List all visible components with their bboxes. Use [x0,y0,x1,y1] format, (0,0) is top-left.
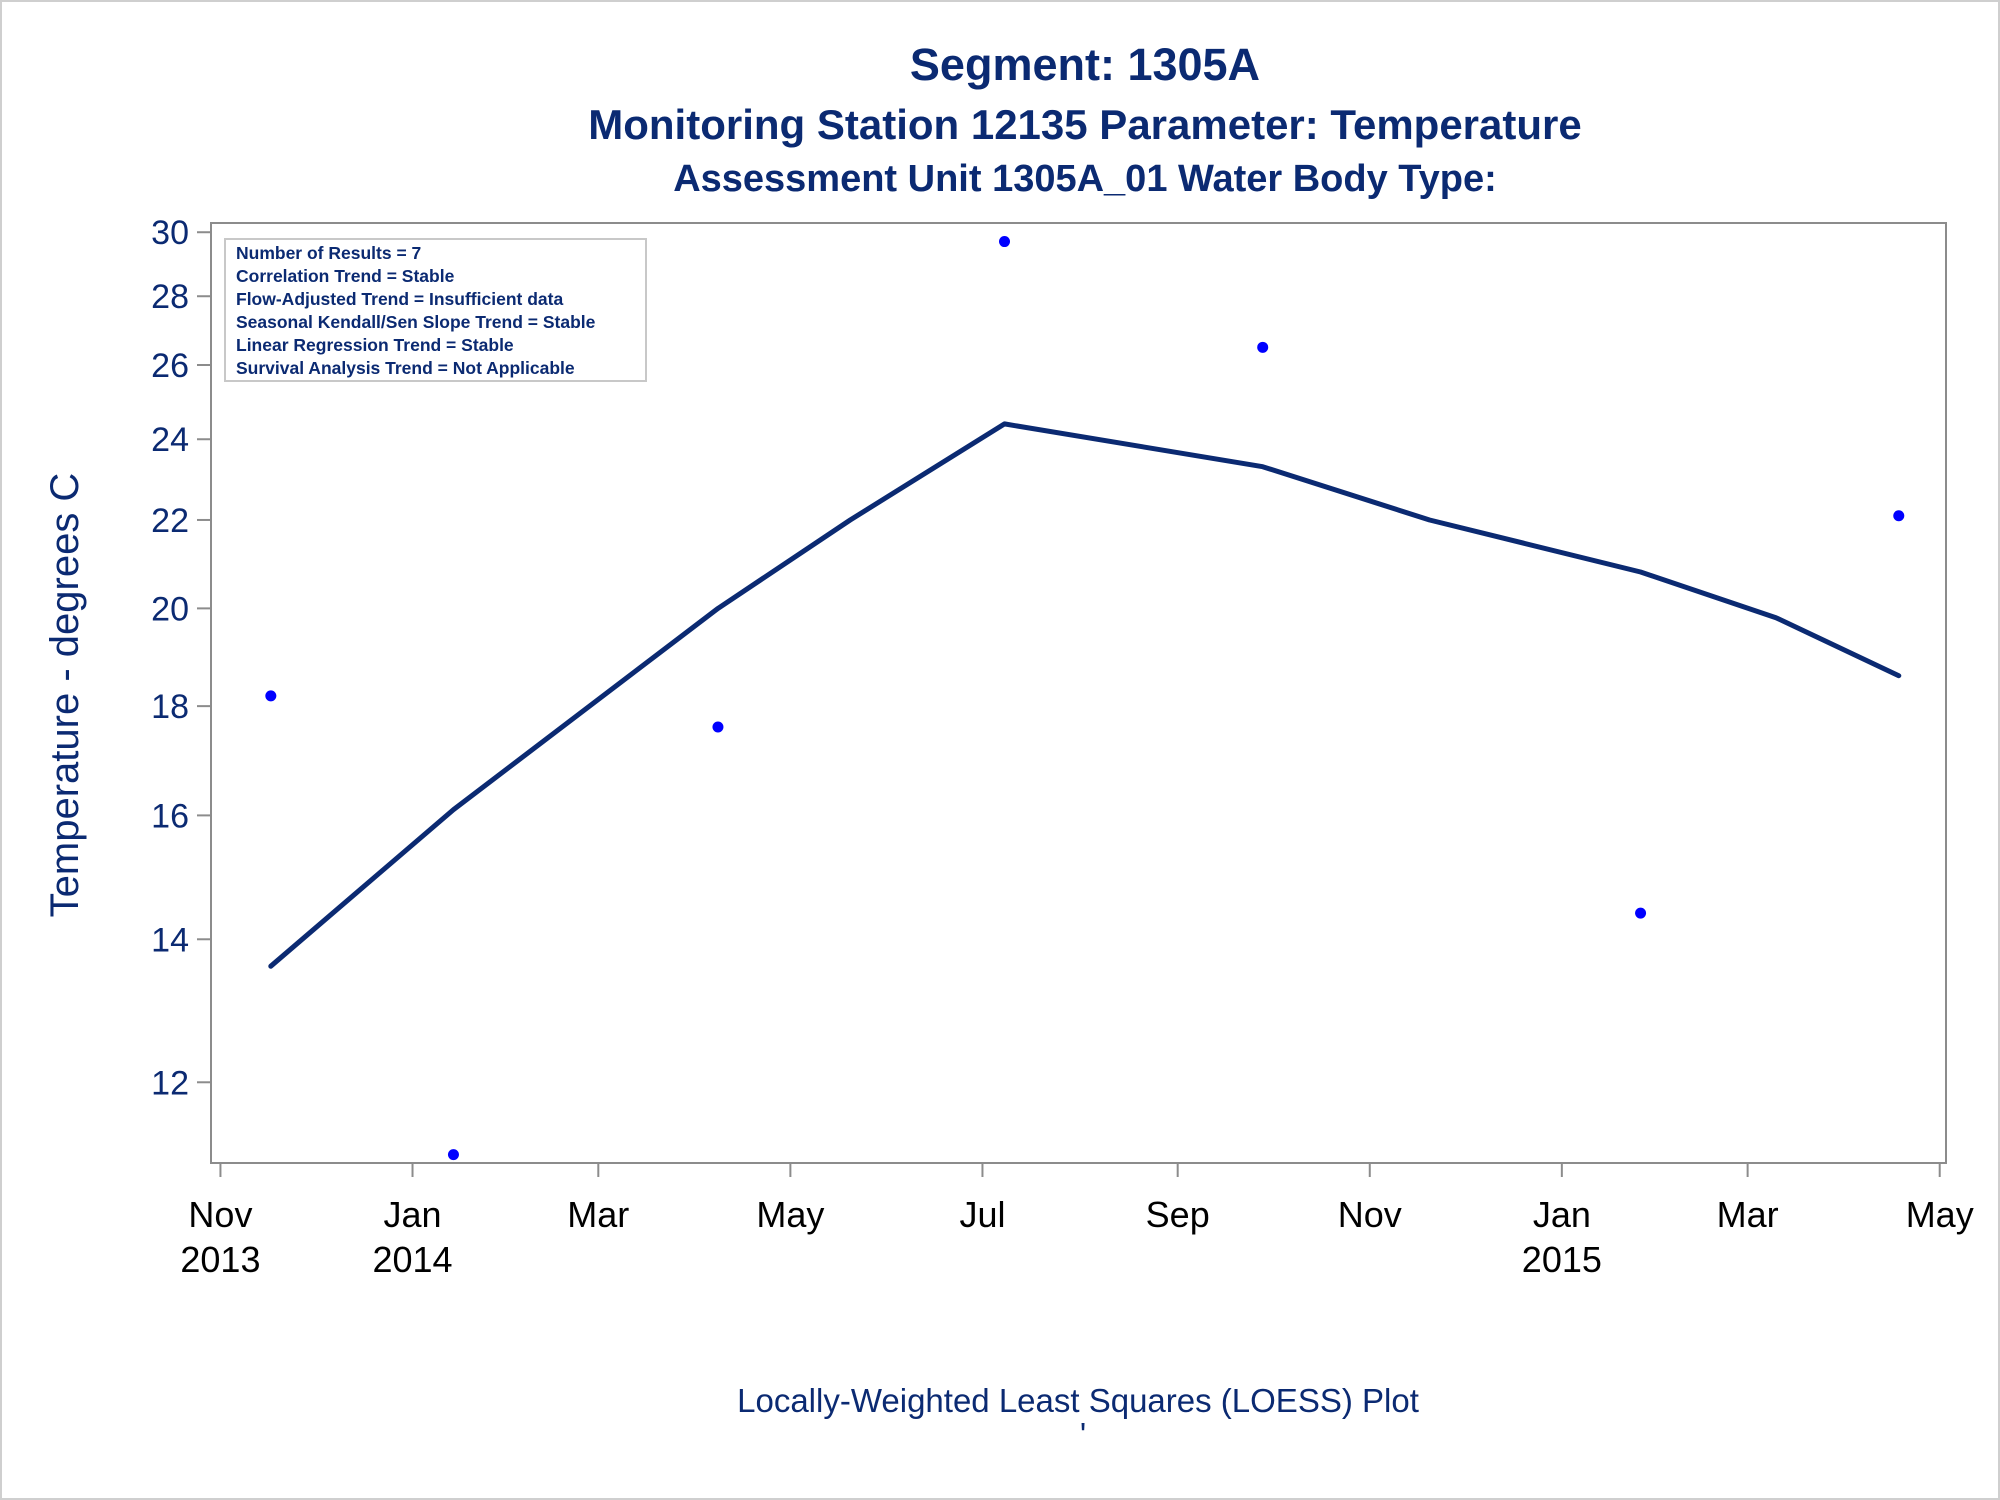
stats-line-linear-regression: Linear Regression Trend = Stable [236,335,514,355]
stats-box: Number of Results = 7 Correlation Trend … [224,238,647,382]
y-tick-label: 20 [151,590,189,628]
y-tick-label: 28 [151,278,189,316]
y-axis-label: Temperature - degrees C [43,473,87,918]
stats-box-border [224,238,647,382]
data-point [712,721,724,733]
y-axis: 12 14 16 18 20 22 24 26 28 30 [151,214,211,1102]
data-point [999,236,1011,248]
y-tick-label: 24 [151,421,189,459]
y-tick-label: 14 [151,921,189,959]
x-tick-label-month: Jan [1533,1194,1591,1235]
x-tick-label-month: Jul [959,1194,1005,1235]
stats-line-seasonal-kendall: Seasonal Kendall/Sen Slope Trend = Stabl… [236,312,596,332]
x-tick-label-month: Mar [567,1194,629,1235]
y-tick-label: 30 [151,214,189,252]
data-point [1635,907,1647,919]
loess-curve [268,421,1902,969]
data-point [1893,510,1905,522]
x-tick-label-month: Mar [1717,1194,1779,1235]
x-tick-label-month: May [1906,1194,1974,1235]
data-point [1257,341,1269,353]
x-tick-label-month: Jan [384,1194,442,1235]
footnote-loess: Locally-Weighted Least Squares (LOESS) P… [737,1382,1419,1419]
y-tick-label: 18 [151,688,189,726]
x-tick-label-month: May [756,1194,824,1235]
stats-line-results: Number of Results = 7 [236,243,421,263]
chart-subtitle-station: Monitoring Station 12135 Parameter: Temp… [588,101,1581,148]
x-tick-label-month: Nov [1338,1194,1402,1235]
y-tick-label: 22 [151,502,189,540]
stats-line-survival-analysis: Survival Analysis Trend = Not Applicable [236,358,575,378]
chart-title: Segment: 1305A [910,39,1260,90]
stats-line-correlation: Correlation Trend = Stable [236,266,455,286]
chart-subtitle-assessment-unit: Assessment Unit 1305A_01 Water Body Type… [673,158,1497,200]
y-tick-label: 12 [151,1064,189,1102]
stats-line-flow-adjusted: Flow-Adjusted Trend = Insufficient data [236,289,563,309]
x-tick-label-year: 2014 [372,1239,452,1280]
series-layer [265,236,1905,1161]
data-point [447,1149,459,1161]
data-point [265,690,277,702]
y-tick-label: 16 [151,797,189,835]
x-tick-label-month: Nov [188,1194,252,1235]
x-tick-label-year: 2015 [1522,1239,1602,1280]
x-tick-label-month: Sep [1146,1194,1210,1235]
x-tick-label-year: 2013 [180,1239,260,1280]
footnote-mark: ' [1080,1416,1086,1453]
y-tick-label: 26 [151,347,189,385]
